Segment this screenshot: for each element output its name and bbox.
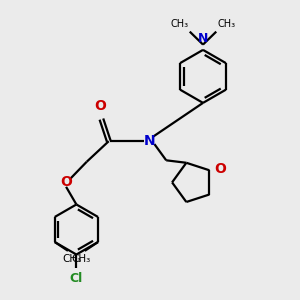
Text: Cl: Cl [70,272,83,285]
Text: N: N [144,134,156,148]
Text: O: O [60,176,72,189]
Text: CH₃: CH₃ [71,254,90,264]
Text: CH₃: CH₃ [63,254,82,264]
Text: CH₃: CH₃ [218,19,236,29]
Text: O: O [214,162,226,176]
Text: O: O [94,99,106,113]
Text: N: N [198,32,208,45]
Text: CH₃: CH₃ [170,19,188,29]
